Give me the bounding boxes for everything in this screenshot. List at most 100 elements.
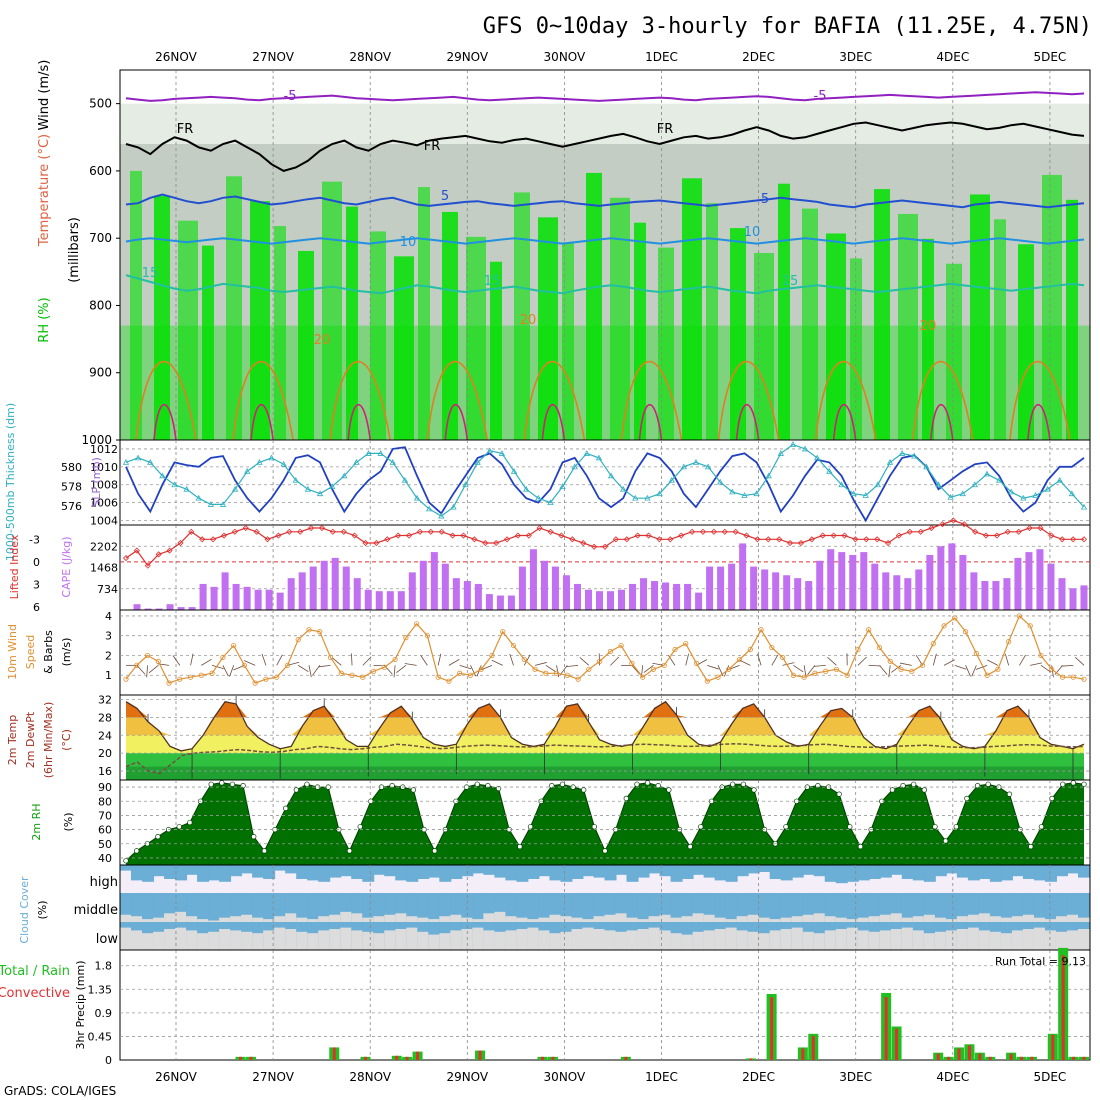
- isotherm-10: [125, 237, 1085, 245]
- cloud-bar: [758, 893, 771, 922]
- wind-barb: [448, 659, 460, 666]
- cloud-clear-bar: [351, 930, 364, 950]
- rh-point: [942, 838, 949, 844]
- cloud-clear-bar: [637, 929, 650, 950]
- cloud-clear-bar: [197, 933, 210, 950]
- cloud-clear-bar: [670, 917, 683, 922]
- precip-convective-bar: [988, 1056, 992, 1060]
- cloud-clear-bar: [472, 919, 485, 922]
- cloud-clear-bar: [1000, 917, 1013, 922]
- cloud-clear-bar: [230, 930, 243, 950]
- cloud-bar: [912, 893, 925, 922]
- lifted-index-point: [286, 528, 293, 535]
- cloud-high-bar: [1000, 865, 1013, 881]
- wind-speed-point: [790, 672, 796, 678]
- wind-barb: [298, 665, 309, 673]
- cloud-bar: [1055, 893, 1068, 922]
- cloud-clear-bar: [252, 917, 265, 922]
- date-label-top: 26NOV: [155, 50, 197, 64]
- cloud-high-bar: [901, 865, 914, 879]
- precip-convective-bar: [1051, 1034, 1055, 1060]
- precip-ylabel: 3hr Precip (mm): [74, 960, 87, 1049]
- cape-bar: [750, 566, 758, 610]
- wind-speed-line: [125, 614, 1085, 684]
- cape-bar: [177, 607, 185, 610]
- cloud-clear-bar: [219, 917, 232, 922]
- cloud-clear-bar: [736, 916, 749, 922]
- thickness-point: [438, 512, 445, 519]
- wind-speed-point: [823, 668, 829, 674]
- wind-speed-point: [231, 642, 237, 649]
- lifted-index-point: [972, 528, 979, 535]
- wind-ylabel: (m/s): [60, 638, 73, 667]
- cloud-bar: [274, 893, 287, 922]
- precip-convective-bar: [1030, 1056, 1034, 1060]
- cloud-high-bar: [593, 865, 606, 878]
- cloud-clear-bar: [879, 914, 892, 922]
- cloud-high-bar: [307, 865, 320, 881]
- lifted-index-point: [318, 524, 326, 532]
- cape-bar: [739, 543, 747, 610]
- rh-point: [740, 781, 747, 787]
- cloud-high-bar: [802, 865, 815, 875]
- thickness-point: [256, 459, 263, 465]
- rh-point: [964, 795, 970, 802]
- rh-green-column: [298, 250, 314, 440]
- cape-tick-label: 734: [97, 583, 118, 596]
- cloud-clear-bar: [263, 919, 276, 922]
- wind-speed-point: [543, 670, 549, 676]
- rh-point: [251, 834, 257, 840]
- rh-green-column: [634, 222, 646, 440]
- cape-bar: [981, 581, 989, 610]
- cloud-high-bar: [824, 865, 837, 882]
- isotherm-20-lobe: [814, 360, 877, 441]
- lifted-index-point: [634, 532, 641, 539]
- lifted-index-point: [525, 532, 532, 539]
- thickness-point: [171, 481, 178, 488]
- cloud-high-bar: [1011, 865, 1024, 877]
- wind-speed-point: [414, 621, 420, 627]
- thickness-point: [911, 452, 918, 459]
- chart-title: GFS 0~10day 3-hourly for BAFIA (11.25E, …: [483, 14, 1092, 39]
- cloud-high-bar: [692, 865, 705, 875]
- rh-green-column: [850, 258, 862, 440]
- lifted-index-point: [645, 532, 652, 539]
- cloud-bar: [648, 893, 661, 922]
- wind-barb: [480, 664, 493, 671]
- cloud-clear-bar: [857, 917, 870, 922]
- temp-fill-band: [126, 701, 1084, 718]
- cloud-clear-bar: [659, 914, 672, 922]
- cloud-high-bar: [1033, 865, 1046, 881]
- contour-label: 5: [761, 192, 769, 207]
- rh-point: [357, 824, 363, 830]
- lifted-index-point: [982, 532, 990, 539]
- cloud-clear-bar: [1033, 917, 1046, 922]
- cloud-clear-bar: [505, 930, 518, 950]
- lifted-index-point: [1004, 528, 1011, 535]
- cloud-clear-bar: [824, 930, 837, 950]
- contour-label: -5: [814, 89, 827, 104]
- rh-point: [1060, 781, 1066, 787]
- cloud-high-bar: [890, 865, 903, 875]
- cloud-clear-bar: [1055, 916, 1068, 922]
- wind-speed-point: [381, 664, 387, 670]
- cloud-clear-bar: [615, 931, 628, 950]
- slp-tick-label: 1012: [90, 443, 118, 456]
- lifted-index-point: [547, 528, 554, 535]
- rh-point: [410, 787, 417, 793]
- thickness-point: [498, 450, 506, 456]
- cloud-high-bar: [582, 865, 595, 877]
- wind-speed-point: [898, 666, 904, 672]
- isotherm-minus5: [125, 91, 1085, 102]
- cape-bar: [485, 594, 493, 610]
- precip-convective-bar: [1082, 1056, 1086, 1060]
- wind-speed-point: [607, 648, 613, 655]
- thickness-point: [777, 450, 785, 456]
- isotherm-20-lobe: [135, 360, 197, 441]
- cloud-clear-bar: [670, 933, 683, 950]
- date-label-bottom: 3DEC: [839, 1070, 872, 1084]
- wind-speed-point: [597, 658, 603, 664]
- contour-label: -5: [284, 89, 297, 104]
- wind-barb: [420, 655, 428, 666]
- cloud-clear-bar: [362, 917, 375, 922]
